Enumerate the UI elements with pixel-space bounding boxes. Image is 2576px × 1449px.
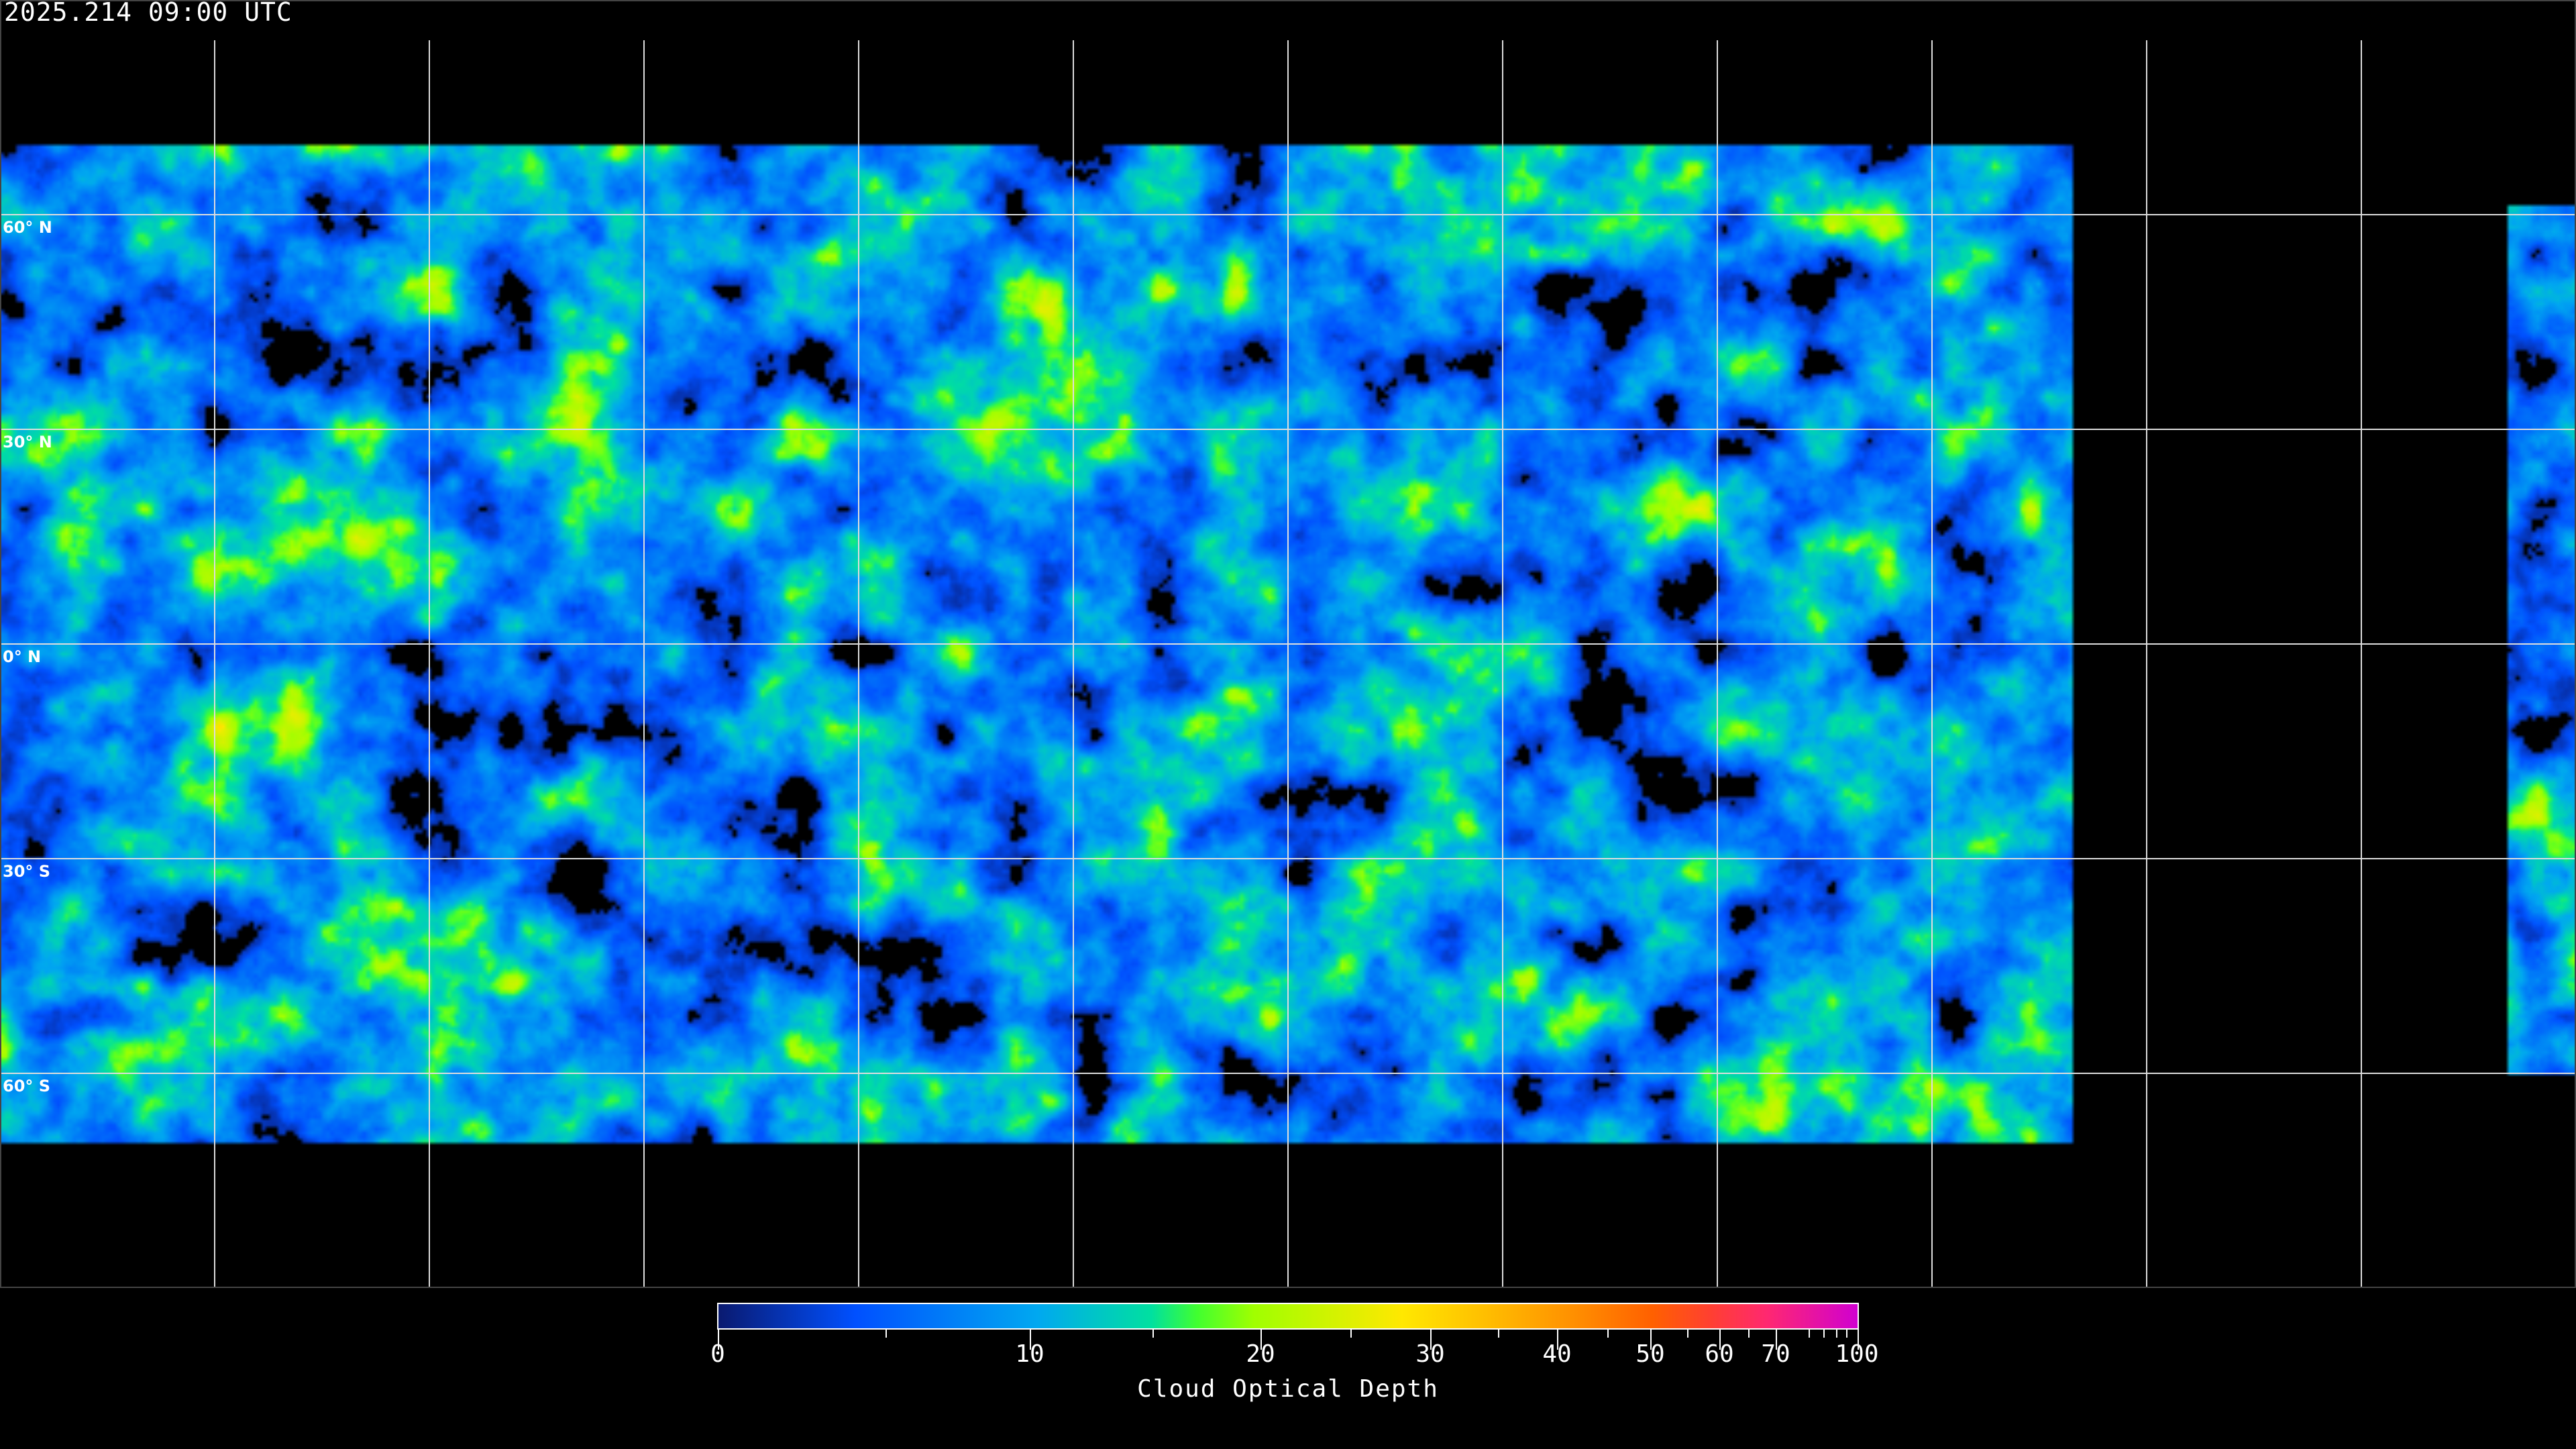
colorbar-minor-tick xyxy=(1607,1330,1609,1338)
colorbar-minor-tick xyxy=(885,1330,887,1338)
lat-label-60n: 60° N xyxy=(3,218,52,237)
tick-label-100: 100 xyxy=(1835,1340,1879,1368)
colorbar-minor-tick xyxy=(1846,1330,1847,1338)
colorbar-major-tick xyxy=(1858,1330,1859,1350)
tick-label-60: 60 xyxy=(1705,1340,1734,1368)
lat-label-0n: 0° N xyxy=(3,647,42,666)
colorbar-minor-tick xyxy=(1152,1330,1154,1338)
colorbar-major-tick xyxy=(1650,1330,1652,1350)
tick-label-30: 30 xyxy=(1415,1340,1445,1368)
tick-label-20: 20 xyxy=(1246,1340,1275,1368)
tick-label-0: 0 xyxy=(710,1340,725,1368)
colorbar xyxy=(717,1303,1859,1330)
lat-label-30n: 30° N xyxy=(3,433,52,451)
lat-label-30s: 30° S xyxy=(3,862,51,881)
colorbar-minor-tick xyxy=(1498,1330,1499,1338)
colorbar-major-tick xyxy=(1260,1330,1262,1350)
tick-label-50: 50 xyxy=(1635,1340,1665,1368)
lat-lon-gridlines xyxy=(0,40,2576,1288)
colorbar-major-tick xyxy=(1430,1330,1432,1350)
colorbar-major-tick xyxy=(1719,1330,1721,1350)
colorbar-minor-tick xyxy=(1687,1330,1688,1338)
colorbar-major-tick xyxy=(1557,1330,1558,1350)
colorbar-major-tick xyxy=(1776,1330,1777,1350)
tick-label-10: 10 xyxy=(1015,1340,1044,1368)
lat-label-60s: 60° S xyxy=(3,1077,51,1095)
colorbar-major-tick xyxy=(718,1330,719,1350)
colorbar-minor-tick xyxy=(1823,1330,1825,1338)
colorbar-major-tick xyxy=(1030,1330,1031,1350)
tick-label-40: 40 xyxy=(1542,1340,1572,1368)
cloud-optical-depth-map xyxy=(0,0,2576,1288)
timestamp: 2025.214 09:00 UTC xyxy=(4,0,292,27)
colorbar-minor-tick xyxy=(1350,1330,1352,1338)
colorbar-minor-tick xyxy=(1748,1330,1750,1338)
colorbar-title: Cloud Optical Depth xyxy=(1137,1375,1439,1403)
colorbar-minor-tick xyxy=(1836,1330,1837,1338)
colorbar-minor-tick xyxy=(1809,1330,1810,1338)
tick-label-70: 70 xyxy=(1761,1340,1790,1368)
